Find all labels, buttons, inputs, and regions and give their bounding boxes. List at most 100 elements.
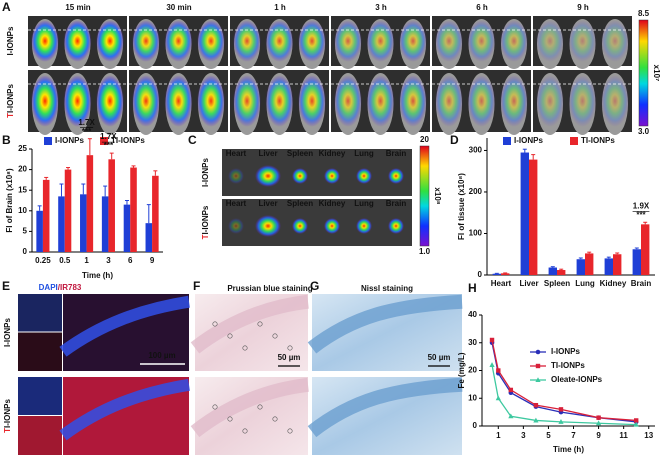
particle <box>272 416 278 422</box>
legend-label: Oleate-IONPs <box>551 375 603 384</box>
point <box>496 368 501 373</box>
text: 8.5 <box>638 9 650 18</box>
stain-title: DAPI/IR783 <box>39 283 82 292</box>
text: Nissl staining <box>361 284 413 293</box>
x-axis-label: Time (h) <box>553 445 584 454</box>
bar <box>152 175 159 252</box>
point <box>508 387 514 393</box>
organ <box>228 218 244 234</box>
bar <box>604 258 613 275</box>
signal <box>467 20 496 62</box>
row-label-text: I-IONPs <box>6 26 15 55</box>
bar <box>641 224 650 275</box>
particle <box>287 345 293 351</box>
text: 6 h <box>476 3 488 12</box>
signal <box>568 75 597 127</box>
x-tick-label: 3 <box>521 431 526 440</box>
signal <box>31 75 59 127</box>
text: 20 <box>420 135 429 144</box>
row-label-prefix: T <box>6 113 15 118</box>
y-tick-label: 10 <box>18 206 27 215</box>
text: Heart <box>226 199 247 208</box>
bar <box>529 159 538 275</box>
row-label-prefix: T <box>201 234 210 239</box>
bar <box>501 273 510 275</box>
point <box>633 421 639 427</box>
x-tick-label: Spleen <box>544 279 570 288</box>
cell-layer <box>59 378 190 441</box>
bar <box>585 253 594 275</box>
text: x10⁷ <box>652 65 661 82</box>
signal <box>536 20 564 62</box>
text: Brain <box>386 149 407 158</box>
x-tick-label: 0.25 <box>35 256 51 265</box>
significance: *** <box>82 127 92 136</box>
y-tick-label: 30 <box>468 338 477 347</box>
bar <box>492 273 501 275</box>
text: Kidney <box>319 199 346 208</box>
signal <box>467 75 496 127</box>
panel-label: D <box>450 133 459 147</box>
point <box>533 417 539 423</box>
tissue-band <box>307 294 463 354</box>
point <box>495 395 501 401</box>
text: Liver <box>258 199 277 208</box>
organ <box>324 168 340 184</box>
signal <box>132 20 160 62</box>
signal <box>399 20 427 62</box>
tissue-band <box>190 377 309 438</box>
particle <box>272 333 278 339</box>
inset <box>18 294 62 332</box>
y-tick-label: 15 <box>18 185 27 194</box>
text: 1 h <box>274 3 286 12</box>
signal <box>435 75 463 127</box>
text: 15 min <box>65 3 90 12</box>
text: 100 µm <box>148 351 175 360</box>
x-axis-label: Time (h) <box>82 271 113 280</box>
text: 50 µm <box>428 353 451 362</box>
bar <box>101 196 109 252</box>
text: 3 h <box>375 3 387 12</box>
bar <box>36 210 43 252</box>
panel-label: H <box>468 281 477 295</box>
x-tick-label: 11 <box>619 431 628 440</box>
y-tick-label: 200 <box>469 187 483 196</box>
text: Brain <box>386 199 407 208</box>
x-tick-label: Lung <box>575 279 595 288</box>
particle <box>227 416 233 422</box>
signal <box>601 75 629 127</box>
bar <box>576 259 585 275</box>
x-tick-label: Heart <box>491 279 512 288</box>
signal <box>233 20 261 62</box>
particle <box>227 333 233 339</box>
probe: /IR783 <box>58 283 82 292</box>
signal <box>63 75 92 127</box>
signal <box>366 20 395 62</box>
signal <box>164 20 193 62</box>
fold-change: 1.9X <box>633 201 650 210</box>
bar <box>632 249 641 275</box>
text: 3.0 <box>638 127 650 136</box>
legend-label: I-IONPs <box>551 347 580 356</box>
fold-change: 1.7X <box>78 118 95 127</box>
legend-marker <box>535 349 541 355</box>
y-tick-label: 5 <box>23 227 28 236</box>
signal <box>334 20 362 62</box>
text: Kidney <box>319 149 346 158</box>
legend-label: TI-IONPs <box>111 136 145 145</box>
text: 30 min <box>166 3 191 12</box>
inset <box>18 416 62 455</box>
particle <box>287 428 293 434</box>
organ <box>255 215 281 237</box>
bar <box>80 194 87 252</box>
bar <box>130 167 137 252</box>
legend-label: I-IONPs <box>55 136 84 145</box>
row-label: TI-IONPs <box>6 84 15 118</box>
signal <box>265 75 294 127</box>
x-tick-label: 1 <box>496 431 501 440</box>
organ <box>356 168 372 184</box>
y-tick-label: 300 <box>469 146 483 155</box>
x-tick-label: 0.5 <box>59 256 71 265</box>
legend-marker <box>535 363 541 369</box>
text: G <box>310 279 319 293</box>
